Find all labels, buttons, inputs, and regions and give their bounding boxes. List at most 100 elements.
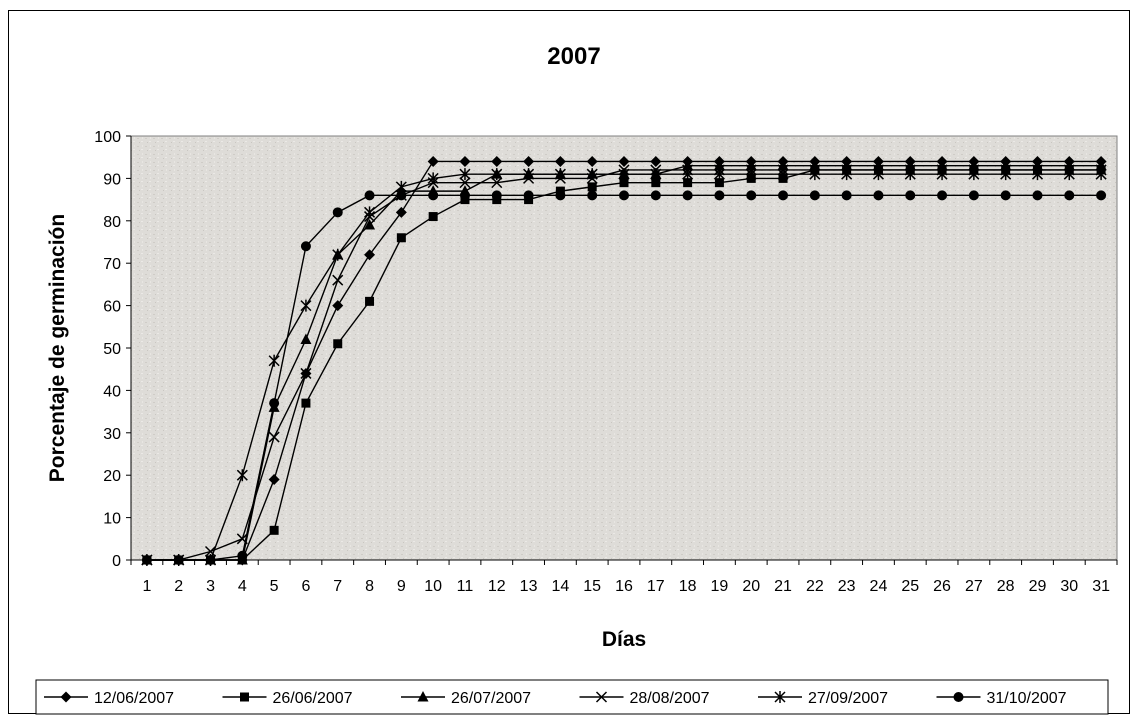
- data-point: [746, 190, 757, 201]
- legend-marker: [774, 691, 786, 703]
- data-point: [428, 212, 438, 222]
- data-point: [268, 431, 280, 443]
- data-point: [873, 190, 884, 201]
- x-tick-label: 12: [488, 578, 506, 595]
- data-point: [650, 190, 661, 201]
- data-point: [618, 168, 630, 181]
- data-point: [809, 190, 820, 201]
- data-point: [332, 300, 344, 312]
- data-point: [205, 555, 216, 565]
- data-point: [491, 168, 503, 181]
- data-point: [333, 339, 343, 349]
- x-axis-title: Días: [602, 628, 646, 651]
- series-diamond: [141, 155, 1107, 566]
- data-point: [555, 190, 566, 201]
- data-point: [396, 190, 407, 201]
- x-tick-label: 26: [933, 578, 951, 595]
- x-tick-label: 10: [424, 578, 442, 595]
- data-point: [937, 190, 948, 201]
- data-point: [1000, 168, 1012, 181]
- data-point: [1064, 190, 1075, 201]
- x-tick-label: 19: [711, 578, 729, 595]
- data-point: [554, 155, 566, 167]
- legend-item: 26/06/2007: [222, 690, 353, 707]
- x-tick-label: 15: [583, 578, 601, 595]
- data-point: [332, 207, 343, 218]
- legend-label: 26/06/2007: [273, 690, 353, 707]
- series-group: [141, 155, 1107, 566]
- data-point: [554, 168, 566, 181]
- x-tick-label: 29: [1029, 578, 1047, 595]
- data-point: [650, 155, 662, 167]
- x-tick-label: 28: [997, 578, 1015, 595]
- x-tick-label: 4: [238, 578, 247, 595]
- y-tick-label: 40: [103, 383, 121, 400]
- data-point: [300, 299, 312, 312]
- chart-title: 2007: [547, 43, 600, 70]
- data-point: [872, 168, 884, 181]
- data-point: [778, 190, 789, 201]
- y-tick-label: 0: [112, 553, 121, 570]
- series-circle: [141, 190, 1107, 565]
- legend-item: 27/09/2007: [758, 690, 888, 707]
- legend-label: 26/07/2007: [451, 690, 531, 707]
- data-point: [682, 190, 693, 201]
- data-point: [1000, 190, 1011, 201]
- legend-item: 28/08/2007: [579, 690, 710, 707]
- data-point: [268, 354, 280, 367]
- data-point: [332, 248, 344, 261]
- data-point: [619, 178, 629, 188]
- legend-item: 26/07/2007: [401, 690, 531, 707]
- x-tick-label: 5: [270, 578, 279, 595]
- x-tick-label: 2: [174, 578, 183, 595]
- data-point: [523, 190, 534, 201]
- data-point: [365, 296, 375, 306]
- data-point: [300, 241, 311, 252]
- legend-label: 28/08/2007: [630, 690, 710, 707]
- x-tick-label: 13: [520, 578, 538, 595]
- x-tick-label: 1: [142, 578, 151, 595]
- data-point: [300, 367, 312, 379]
- data-point: [332, 274, 344, 286]
- data-point: [777, 168, 789, 181]
- data-point: [427, 172, 439, 185]
- y-tick-label: 30: [103, 426, 121, 443]
- data-point: [587, 182, 597, 192]
- data-point: [714, 190, 725, 201]
- data-point: [491, 177, 503, 189]
- data-point: [1032, 190, 1043, 201]
- data-point: [841, 190, 852, 201]
- x-tick-label: 27: [965, 578, 983, 595]
- x-tick-label: 8: [365, 578, 374, 595]
- data-point: [269, 525, 279, 535]
- legend-item: 12/06/2007: [44, 690, 174, 707]
- legend-box: [35, 679, 1109, 715]
- data-point: [1031, 168, 1044, 181]
- y-axis-title: Porcentaje de germinación: [46, 214, 69, 482]
- data-point: [1063, 168, 1075, 181]
- x-tick-label: 16: [615, 578, 633, 595]
- data-point: [968, 190, 979, 201]
- data-point: [968, 168, 980, 181]
- data-point: [396, 233, 406, 243]
- data-point: [459, 155, 471, 167]
- x-tick-label: 11: [457, 578, 474, 595]
- legend-marker: [60, 691, 72, 703]
- data-point: [904, 168, 916, 181]
- y-tick-label: 20: [103, 468, 121, 485]
- y-tick-label: 90: [103, 171, 121, 188]
- data-point: [745, 168, 757, 181]
- data-point: [905, 190, 916, 201]
- legend-marker: [417, 691, 429, 702]
- y-tick-label: 80: [103, 214, 121, 231]
- data-point: [427, 155, 439, 167]
- data-point: [809, 168, 821, 181]
- data-point: [714, 178, 724, 188]
- data-point: [1096, 190, 1107, 201]
- plot-area: [130, 135, 1118, 561]
- x-tick-label: 3: [206, 578, 215, 595]
- data-point: [269, 398, 280, 409]
- data-point: [491, 190, 502, 201]
